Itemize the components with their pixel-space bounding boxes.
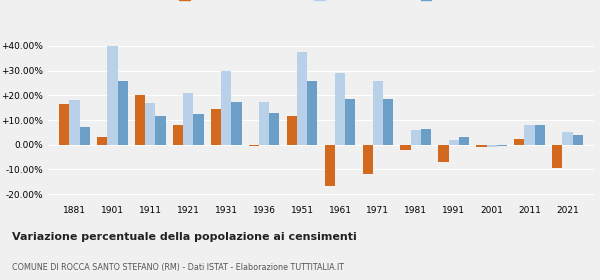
Bar	[135, 95, 145, 145]
Bar	[335, 73, 345, 145]
Bar	[259, 102, 269, 145]
Bar	[345, 99, 355, 145]
Bar	[307, 81, 317, 145]
Bar	[535, 125, 545, 145]
Bar	[552, 145, 562, 168]
Bar	[183, 93, 193, 145]
Bar	[173, 125, 183, 145]
Bar	[514, 139, 524, 145]
Bar	[383, 99, 393, 145]
Bar	[70, 100, 80, 145]
Text: Variazione percentuale della popolazione ai censimenti: Variazione percentuale della popolazione…	[12, 232, 357, 242]
Bar	[410, 130, 421, 145]
Bar	[249, 145, 259, 146]
Bar	[155, 116, 166, 145]
Bar	[400, 145, 410, 150]
Bar	[421, 129, 431, 145]
Bar	[373, 81, 383, 145]
Bar	[269, 113, 280, 145]
Legend: Rocca Santo Stefano, Provincia di RM, Lazio: Rocca Santo Stefano, Provincia di RM, La…	[178, 0, 464, 3]
Bar	[145, 103, 155, 145]
Bar	[476, 145, 487, 147]
Bar	[221, 71, 232, 145]
Bar	[562, 132, 572, 145]
Bar	[107, 46, 118, 145]
Bar	[487, 145, 497, 147]
Bar	[572, 135, 583, 145]
Text: COMUNE DI ROCCA SANTO STEFANO (RM) - Dati ISTAT - Elaborazione TUTTITALIA.IT: COMUNE DI ROCCA SANTO STEFANO (RM) - Dat…	[12, 263, 344, 272]
Bar	[524, 125, 535, 145]
Bar	[118, 81, 128, 145]
Bar	[193, 114, 203, 145]
Bar	[362, 145, 373, 174]
Bar	[232, 102, 242, 145]
Bar	[297, 52, 307, 145]
Bar	[80, 127, 90, 145]
Bar	[449, 140, 459, 145]
Bar	[497, 145, 507, 146]
Bar	[59, 104, 70, 145]
Bar	[97, 137, 107, 145]
Bar	[287, 116, 297, 145]
Bar	[459, 137, 469, 145]
Bar	[211, 109, 221, 145]
Bar	[325, 145, 335, 186]
Bar	[439, 145, 449, 162]
